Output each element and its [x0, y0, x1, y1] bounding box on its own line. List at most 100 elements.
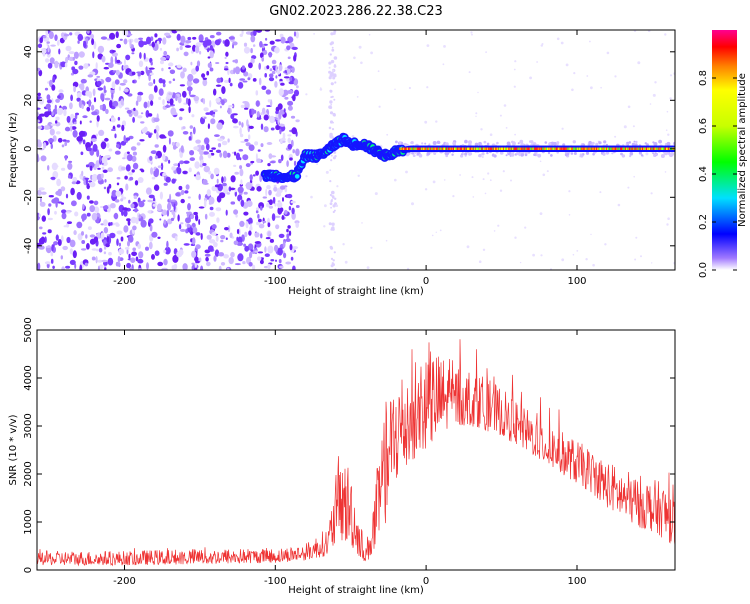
track-halo: [410, 141, 414, 145]
signal-core-pixel: [664, 147, 666, 150]
noise-speck: [293, 79, 298, 85]
signal-core-pixel: [445, 147, 447, 150]
track-halo: [426, 151, 431, 156]
signal-core-pixel: [534, 147, 536, 150]
noise-speck: [55, 98, 60, 103]
track-halo: [486, 142, 490, 146]
signal-core-pixel: [496, 147, 498, 150]
noise-speck: [482, 178, 485, 181]
noise-speck: [243, 42, 248, 47]
noise-speck: [78, 83, 83, 89]
noise-speck: [370, 246, 373, 249]
noise-speck: [228, 257, 234, 265]
noise-speck: [263, 114, 269, 121]
noise-speck: [116, 238, 119, 246]
noise-speck: [287, 89, 294, 94]
noise-speck: [96, 149, 100, 158]
noise-speck: [151, 176, 156, 180]
signal-core-pixel: [498, 147, 500, 150]
noise-speck: [286, 193, 293, 199]
noise-speck: [195, 174, 201, 181]
noise-speck: [471, 176, 474, 179]
noise-speck: [204, 253, 211, 257]
noise-speck: [168, 67, 171, 70]
signal-core-pixel: [616, 147, 618, 150]
noise-speck: [290, 256, 294, 261]
track-halo: [629, 151, 634, 156]
signal-core-pixel: [511, 147, 513, 150]
noise-speck: [65, 193, 69, 199]
noise-speck: [424, 188, 428, 191]
signal-core-pixel: [561, 147, 563, 150]
noise-speck: [115, 261, 119, 267]
noise-speck: [209, 149, 214, 153]
noise-speck: [179, 160, 185, 165]
signal-core-pixel: [522, 147, 524, 150]
noise-speck: [228, 105, 234, 108]
signal-core-pixel: [658, 147, 660, 150]
noise-speck: [40, 191, 47, 195]
noise-speck: [182, 67, 187, 73]
noise-speck: [77, 33, 84, 42]
noise-speck: [199, 150, 204, 156]
noise-speck: [105, 108, 109, 114]
track-halo: [478, 154, 481, 158]
noise-speck: [282, 89, 289, 96]
signal-core-pixel: [613, 147, 615, 150]
noise-speck: [470, 31, 473, 34]
noise-speck: [127, 235, 134, 243]
noise-speck: [189, 94, 196, 98]
track-halo: [598, 141, 602, 145]
noise-speck: [329, 169, 332, 172]
track-halo: [483, 140, 487, 144]
signal-core-pixel: [442, 147, 444, 150]
noise-speck: [285, 261, 292, 265]
noise-speck: [189, 157, 195, 162]
noise-speck: [245, 163, 251, 168]
noise-speck: [129, 39, 132, 48]
signal-core-pixel: [519, 147, 521, 150]
noise-speck: [96, 119, 99, 128]
noise-speck: [241, 122, 244, 128]
noise-speck: [44, 87, 49, 91]
noise-speck: [50, 143, 53, 149]
noise-speck: [76, 92, 82, 98]
noise-speck: [331, 46, 334, 49]
noise-speck: [85, 164, 90, 168]
track-halo: [464, 139, 468, 144]
noise-speck: [209, 239, 216, 244]
noise-speck: [265, 188, 268, 197]
noise-speck: [540, 254, 543, 257]
noise-speck: [147, 199, 153, 203]
noise-speck: [282, 241, 286, 248]
noise-speck: [278, 88, 284, 96]
noise-speck: [125, 137, 131, 141]
colorbar-tick-label: 0.0: [698, 262, 709, 278]
noise-speck: [46, 41, 50, 44]
noise-speck: [242, 261, 246, 265]
noise-speck: [116, 182, 120, 186]
signal-core-pixel: [453, 147, 455, 150]
noise-speck: [191, 114, 195, 118]
signal-core-pixel: [638, 147, 640, 150]
noise-speck: [194, 262, 197, 268]
noise-speck: [229, 232, 233, 239]
noise-speck: [162, 136, 167, 139]
noise-speck: [568, 214, 571, 216]
noise-speck: [74, 263, 77, 269]
noise-speck: [96, 80, 102, 87]
noise-speck: [254, 141, 259, 146]
track-halo: [658, 139, 662, 144]
signal-core-pixel: [607, 147, 609, 150]
noise-speck: [148, 133, 152, 139]
signal-core-pixel: [611, 147, 613, 150]
noise-speck: [452, 195, 455, 198]
noise-speck: [251, 55, 257, 60]
track-halo: [524, 153, 528, 157]
noise-speck: [248, 144, 255, 151]
noise-speck: [220, 235, 226, 240]
signal-core-pixel: [598, 147, 600, 150]
signal-core-pixel: [510, 147, 512, 150]
colorbar-tick-label: 0.8: [698, 70, 709, 86]
signal-core-pixel: [492, 147, 494, 150]
